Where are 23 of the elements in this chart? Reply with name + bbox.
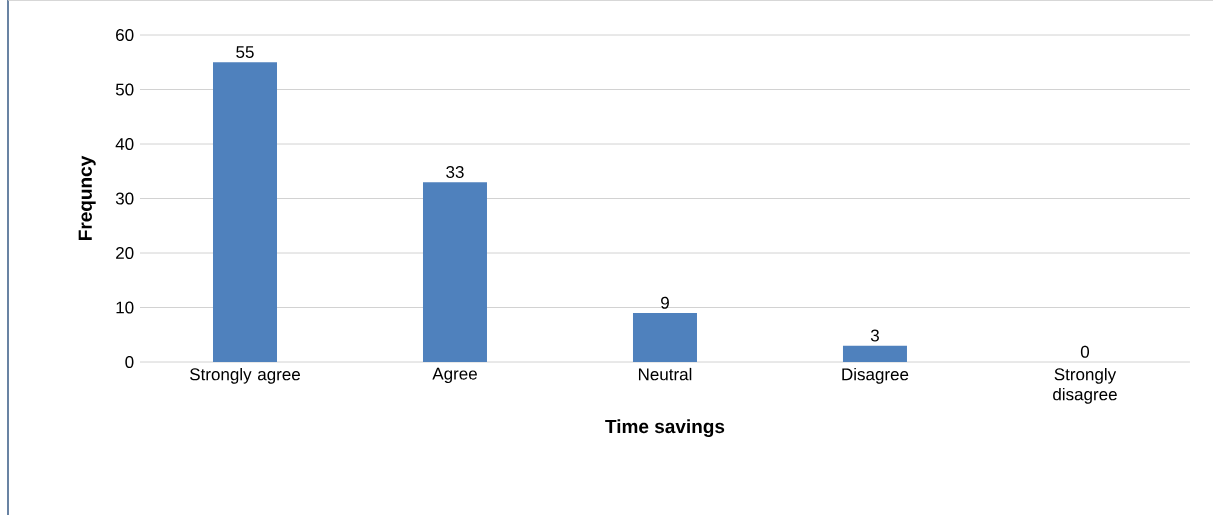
data-label: 33 bbox=[446, 165, 464, 178]
x-tick-label: Disagree bbox=[842, 367, 909, 384]
bar bbox=[213, 62, 277, 362]
y-axis-title: Frequncy bbox=[78, 155, 96, 240]
data-label: 0 bbox=[1080, 345, 1090, 358]
bar bbox=[842, 345, 907, 362]
y-tick-label: 10 bbox=[116, 301, 134, 314]
data-label: 55 bbox=[236, 46, 254, 59]
y-tick-label: 60 bbox=[116, 28, 134, 42]
y-tick-label: 0 bbox=[125, 355, 134, 369]
x-tick-label: Strongly disagree bbox=[1053, 367, 1117, 404]
data-label: 9 bbox=[661, 296, 669, 309]
y-tick-label: 40 bbox=[115, 137, 134, 151]
y-tick-label: 50 bbox=[115, 83, 134, 96]
bar bbox=[632, 312, 697, 362]
x-tick-label: Agree bbox=[432, 367, 477, 384]
x-tick-label: Neutral bbox=[638, 367, 692, 381]
x-tick-label: Strongly agree bbox=[190, 367, 300, 384]
y-tick-label: 20 bbox=[116, 246, 134, 260]
y-tick-label: 30 bbox=[115, 192, 134, 205]
bar bbox=[422, 182, 487, 362]
x-axis-title: Time savings bbox=[605, 419, 725, 438]
data-label: 3 bbox=[870, 329, 879, 342]
